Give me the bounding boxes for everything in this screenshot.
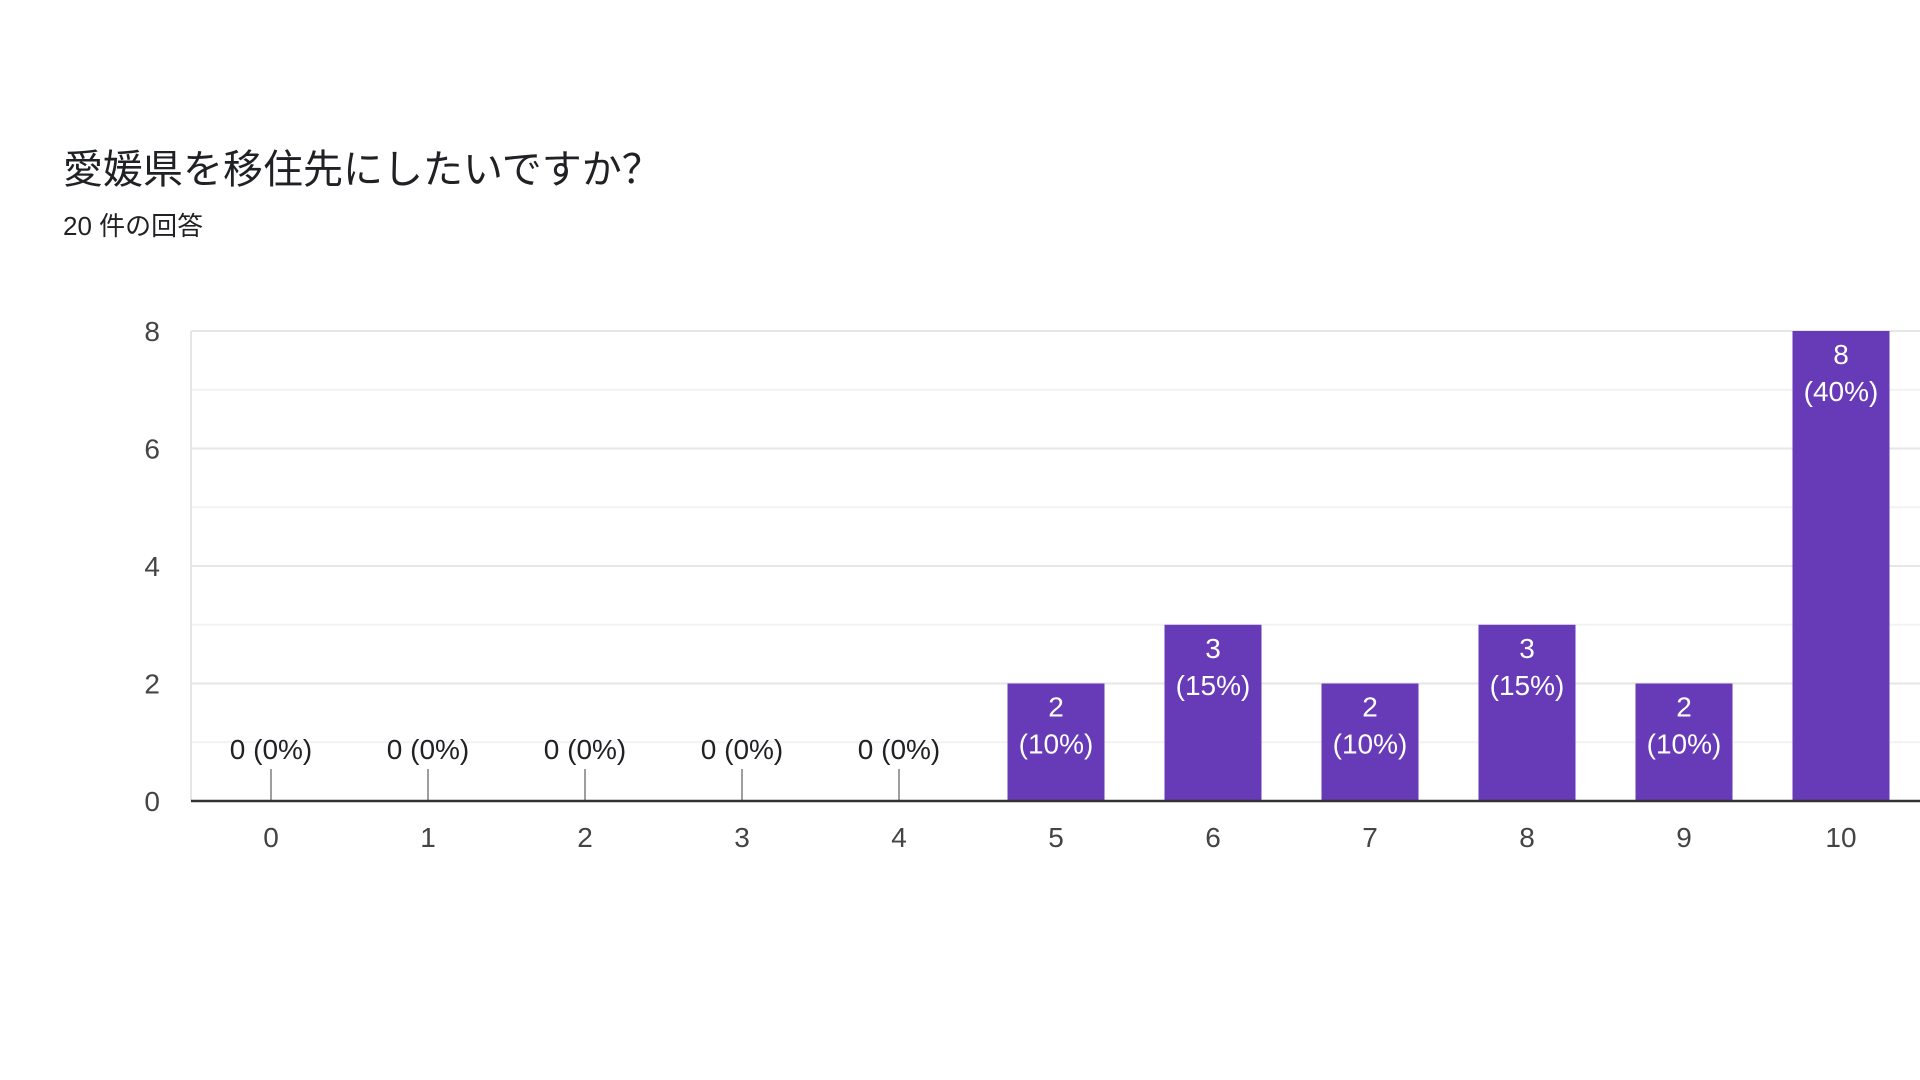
x-tick-label: 7 (1362, 822, 1378, 853)
bar-count-label: 8 (1833, 339, 1849, 370)
bar-data-label: 0 (0%) (858, 734, 940, 765)
x-tick-label: 2 (577, 822, 593, 853)
y-tick-label: 2 (144, 669, 160, 700)
x-tick-label: 5 (1048, 822, 1064, 853)
bar-count-label: 3 (1205, 633, 1221, 664)
y-tick-label: 6 (144, 434, 160, 465)
bar-data-label: 0 (0%) (230, 734, 312, 765)
bar (1478, 624, 1576, 801)
x-tick-label: 1 (420, 822, 436, 853)
bar-data-label: 0 (0%) (701, 734, 783, 765)
bar-data-label: 0 (0%) (544, 734, 626, 765)
x-tick-label: 6 (1205, 822, 1221, 853)
bar (1321, 683, 1419, 801)
y-tick-label: 0 (144, 786, 160, 817)
bar-percent-label: (15%) (1176, 670, 1251, 701)
x-tick-label: 0 (263, 822, 279, 853)
x-tick-label: 3 (734, 822, 750, 853)
question-title: 愛媛県を移住先にしたいですか？ (63, 148, 662, 192)
bar-data-label: 0 (0%) (387, 734, 469, 765)
bar (1635, 683, 1733, 801)
bar-count-label: 2 (1362, 692, 1378, 723)
response-count: 20 件の回答 (63, 211, 204, 241)
bar-percent-label: (15%) (1490, 670, 1565, 701)
bar-count-label: 2 (1048, 692, 1064, 723)
bar (1792, 331, 1890, 801)
y-tick-label: 4 (144, 551, 160, 582)
bar-percent-label: (10%) (1333, 729, 1408, 760)
y-tick-label: 8 (144, 316, 160, 347)
bar-percent-label: (40%) (1804, 376, 1879, 407)
x-tick-label: 10 (1825, 822, 1856, 853)
x-tick-label: 4 (891, 822, 907, 853)
bar-count-label: 3 (1519, 633, 1535, 664)
bar-percent-label: (10%) (1019, 729, 1094, 760)
bar (1007, 683, 1105, 801)
bar-count-label: 2 (1676, 692, 1692, 723)
x-tick-label: 9 (1676, 822, 1692, 853)
x-tick-label: 8 (1519, 822, 1535, 853)
bar (1164, 624, 1262, 801)
bar-percent-label: (10%) (1647, 729, 1722, 760)
